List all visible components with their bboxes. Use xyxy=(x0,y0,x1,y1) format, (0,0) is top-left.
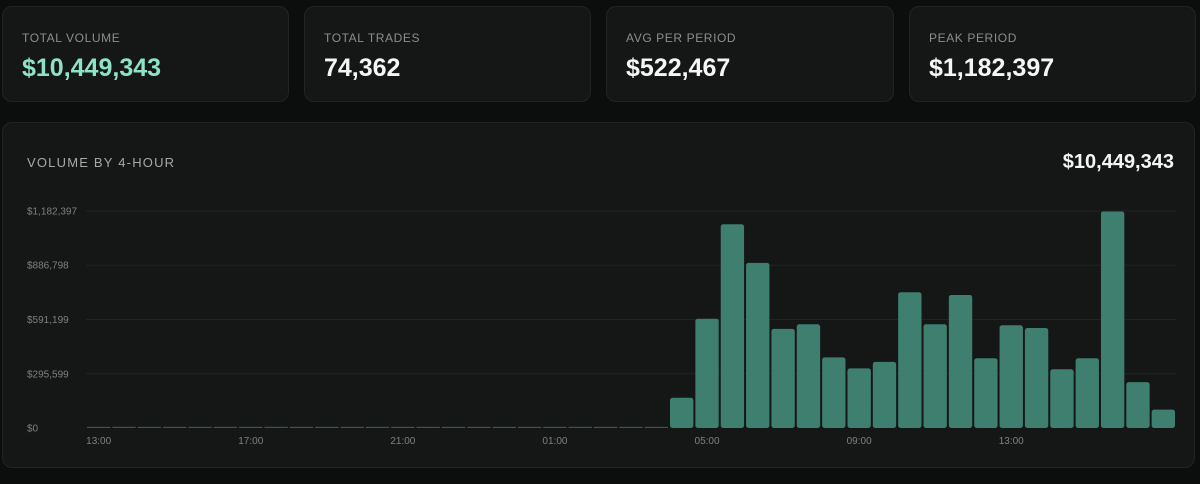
bar xyxy=(771,328,795,428)
x-tick-label: 05:00 xyxy=(695,436,720,447)
stat-label: AVG PER PERIOD xyxy=(626,31,737,45)
bar xyxy=(87,426,111,428)
bar xyxy=(974,358,998,428)
stat-card-peak-period: PEAK PERIOD $1,182,397 xyxy=(909,6,1196,102)
y-tick-label: $591,199 xyxy=(27,315,69,326)
bar xyxy=(340,426,364,428)
stat-value: $10,449,343 xyxy=(22,54,162,82)
bar xyxy=(492,426,516,428)
y-tick-label: $295,599 xyxy=(27,369,69,380)
volume-chart-card: VOLUME BY 4-HOUR $10,449,343 $0 $295,599 $… xyxy=(2,122,1195,468)
bar xyxy=(593,426,618,428)
bar xyxy=(467,426,491,428)
bar xyxy=(188,426,212,428)
stat-card-avg-per-period: AVG PER PERIOD $522,467 xyxy=(606,6,894,102)
x-tick-label: 01:00 xyxy=(542,436,567,447)
bar xyxy=(847,368,871,428)
stat-value: $522,467 xyxy=(626,54,731,82)
bar xyxy=(822,357,846,428)
bar xyxy=(1075,358,1099,428)
bar xyxy=(264,426,288,428)
bar xyxy=(112,426,136,428)
stats-row: TOTAL VOLUME $10,449,343 TOTAL TRADES 74… xyxy=(0,0,1200,112)
bar xyxy=(1151,409,1175,428)
bar xyxy=(898,292,922,428)
x-tick-label: 13:00 xyxy=(86,436,111,447)
bar xyxy=(872,361,897,428)
bar xyxy=(239,426,263,428)
stat-label: PEAK PERIOD xyxy=(929,31,1017,45)
bar xyxy=(695,318,719,428)
y-tick-label: $1,182,397 xyxy=(27,207,77,218)
bar xyxy=(644,426,669,428)
bar xyxy=(746,262,770,428)
stat-label: TOTAL TRADES xyxy=(324,31,421,45)
x-tick-label: 09:00 xyxy=(847,436,872,447)
x-tick-label: 17:00 xyxy=(238,436,263,447)
stat-card-total-trades: TOTAL TRADES 74,362 xyxy=(304,6,591,102)
bar xyxy=(796,324,821,428)
bar xyxy=(948,294,973,428)
bar xyxy=(517,426,542,428)
chart-total: $10,449,343 xyxy=(1062,151,1174,173)
bar xyxy=(1126,382,1150,428)
volume-bar-chart: $0 $295,599 $591,199 $886,798 $1,182,397 13:0… xyxy=(27,207,1176,447)
bar xyxy=(670,397,694,428)
bar xyxy=(619,426,643,428)
bar xyxy=(289,426,314,428)
x-tick-label: 21:00 xyxy=(390,436,415,447)
stat-label: TOTAL VOLUME xyxy=(22,31,121,45)
bar xyxy=(568,426,592,428)
bar xyxy=(365,426,390,428)
bar xyxy=(391,426,415,428)
stat-value: 74,362 xyxy=(324,54,401,82)
bar xyxy=(137,426,162,428)
bar xyxy=(315,426,339,428)
stat-card-total-volume: TOTAL VOLUME $10,449,343 xyxy=(2,6,289,102)
y-tick-label: $886,798 xyxy=(27,261,69,272)
bar xyxy=(720,224,745,428)
bar xyxy=(441,426,466,428)
bar xyxy=(543,426,567,428)
bar xyxy=(999,325,1023,428)
bar xyxy=(213,426,238,428)
bar xyxy=(1024,327,1049,428)
y-tick-label: $0 xyxy=(27,424,39,435)
bar xyxy=(923,324,947,428)
bar xyxy=(1050,369,1074,428)
stat-value: $1,182,397 xyxy=(929,54,1055,82)
bar xyxy=(1100,211,1125,428)
x-tick-label: 13:00 xyxy=(999,436,1024,447)
bar xyxy=(416,426,440,428)
chart-title: VOLUME BY 4-HOUR xyxy=(27,155,176,170)
bar xyxy=(163,426,187,428)
